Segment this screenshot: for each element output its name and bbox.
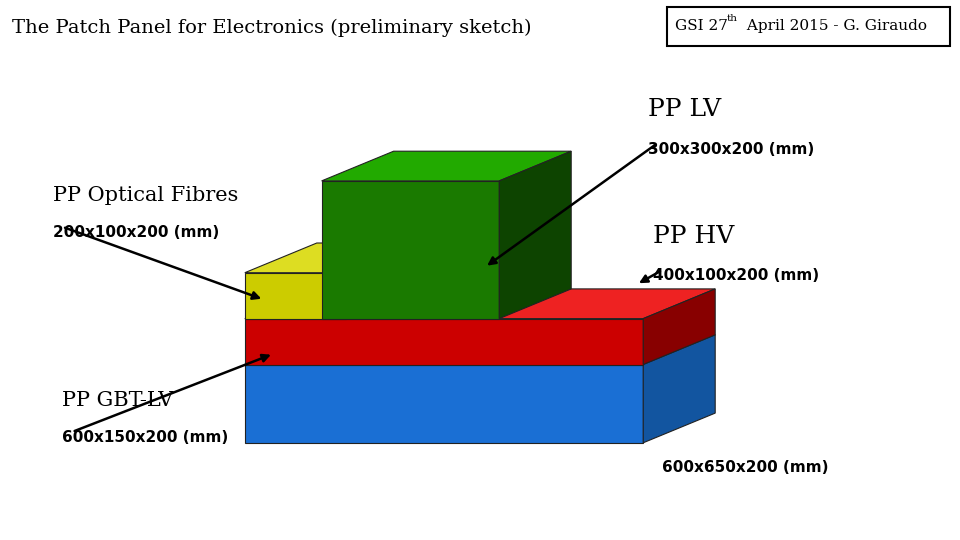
Polygon shape xyxy=(245,243,418,273)
Polygon shape xyxy=(245,319,643,364)
Polygon shape xyxy=(245,364,643,443)
Polygon shape xyxy=(245,273,346,319)
Polygon shape xyxy=(346,243,418,319)
Text: PP LV: PP LV xyxy=(648,98,721,122)
Text: th: th xyxy=(727,15,737,23)
Polygon shape xyxy=(322,181,499,319)
FancyBboxPatch shape xyxy=(667,7,950,46)
Polygon shape xyxy=(499,151,571,319)
Text: PP Optical Fibres: PP Optical Fibres xyxy=(53,186,238,205)
Text: 400x100x200 (mm): 400x100x200 (mm) xyxy=(653,268,819,284)
Text: April 2015 - G. Giraudo: April 2015 - G. Giraudo xyxy=(742,19,927,33)
Polygon shape xyxy=(245,335,715,365)
Polygon shape xyxy=(245,289,715,319)
Text: 300x300x200 (mm): 300x300x200 (mm) xyxy=(648,141,814,157)
Polygon shape xyxy=(643,335,715,443)
Polygon shape xyxy=(643,289,715,365)
Polygon shape xyxy=(322,151,571,181)
Text: GSI 27: GSI 27 xyxy=(675,19,728,33)
Text: PP GBT-LV: PP GBT-LV xyxy=(62,392,174,410)
Text: 600x150x200 (mm): 600x150x200 (mm) xyxy=(62,430,228,445)
Text: 200x100x200 (mm): 200x100x200 (mm) xyxy=(53,225,219,240)
Text: The Patch Panel for Electronics (preliminary sketch): The Patch Panel for Electronics (prelimi… xyxy=(12,18,531,37)
Text: 600x650x200 (mm): 600x650x200 (mm) xyxy=(662,460,828,475)
Text: PP HV: PP HV xyxy=(653,225,734,248)
